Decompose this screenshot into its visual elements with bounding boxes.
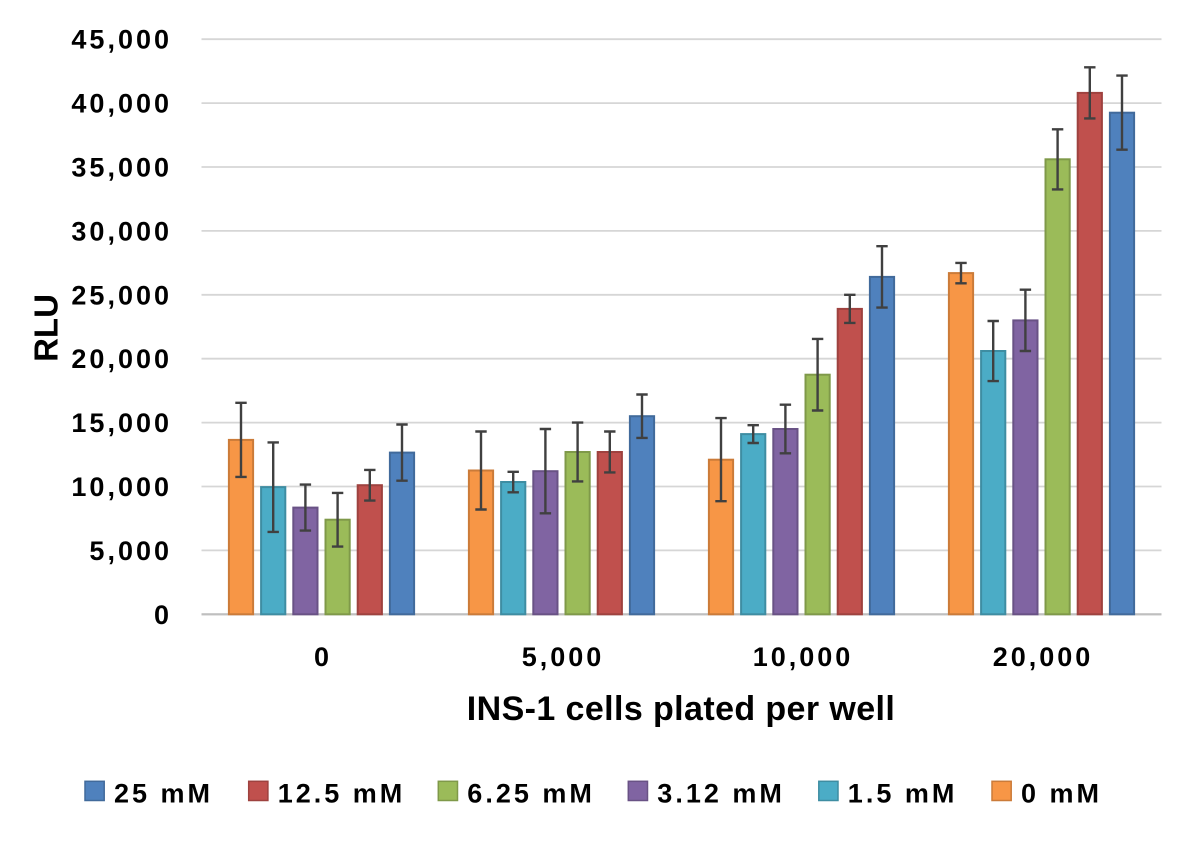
svg-text:0 mM: 0 mM [1021, 779, 1102, 809]
svg-text:30,000: 30,000 [71, 216, 172, 246]
svg-text:1.5 mM: 1.5 mM [848, 779, 958, 809]
svg-text:12.5 mM: 12.5 mM [278, 779, 406, 809]
svg-text:5,000: 5,000 [89, 536, 172, 566]
svg-text:15,000: 15,000 [71, 408, 172, 438]
svg-text:6.25 mM: 6.25 mM [467, 779, 595, 809]
svg-text:25 mM: 25 mM [114, 779, 213, 809]
svg-text:3.12 mM: 3.12 mM [657, 779, 785, 809]
svg-text:35,000: 35,000 [71, 153, 172, 183]
svg-text:20,000: 20,000 [71, 344, 172, 374]
svg-text:45,000: 45,000 [71, 25, 172, 55]
svg-text:20,000: 20,000 [993, 642, 1094, 672]
svg-text:25,000: 25,000 [71, 280, 172, 310]
svg-text:5,000: 5,000 [522, 642, 605, 672]
svg-text:RLU: RLU [28, 294, 65, 362]
svg-text:INS-1 cells plated per well: INS-1 cells plated per well [467, 690, 895, 728]
svg-text:40,000: 40,000 [71, 89, 172, 119]
svg-text:10,000: 10,000 [753, 642, 854, 672]
svg-text:0: 0 [314, 642, 332, 672]
svg-text:10,000: 10,000 [71, 472, 172, 502]
svg-text:0: 0 [154, 600, 172, 630]
